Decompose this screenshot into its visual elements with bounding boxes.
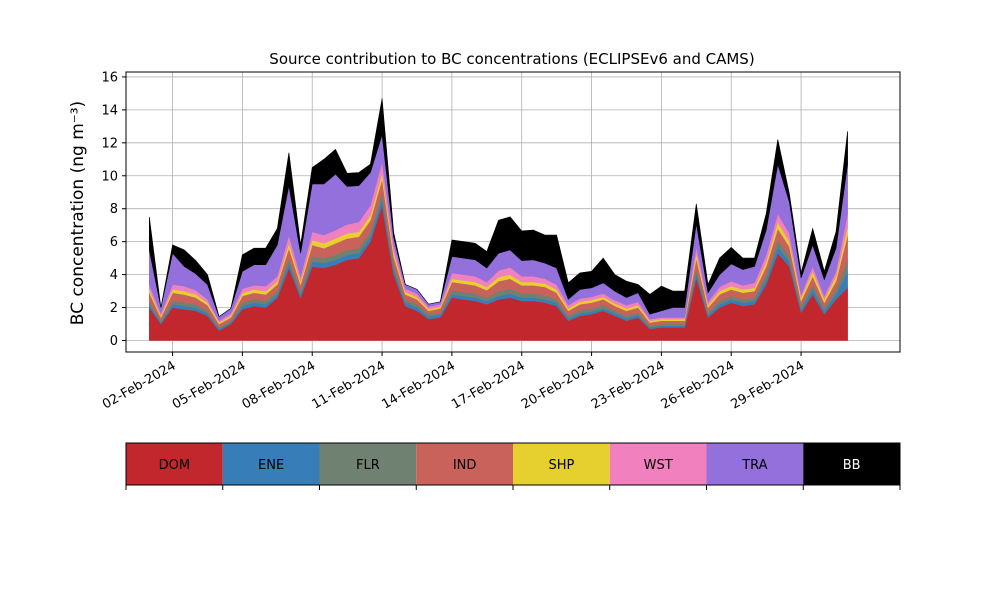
y-tick-label: 6 (110, 235, 118, 250)
y-tick-label: 2 (110, 301, 118, 316)
y-tick-label: 12 (101, 136, 118, 151)
x-tick-label: 05-Feb-2024 (170, 358, 249, 412)
legend-swatch-ind (416, 443, 513, 485)
y-tick-label: 14 (101, 103, 118, 118)
y-tick-label: 4 (110, 268, 118, 283)
x-tick-label: 11-Feb-2024 (310, 358, 389, 412)
y-tick-label: 0 (110, 334, 118, 349)
legend-swatch-wst (609, 443, 707, 485)
y-tick-label: 16 (101, 70, 118, 85)
stacked-areas (149, 98, 848, 341)
legend-label-dom: DOM (159, 458, 190, 473)
legend-swatch-tra (706, 443, 804, 485)
plot-frame (125, 71, 901, 353)
chart-title: Source contribution to BC concentrations… (269, 50, 754, 68)
legend-label-tra: TRA (741, 458, 767, 473)
legend-swatch-flr (319, 443, 417, 485)
legend-swatch-dom (126, 443, 223, 485)
y-tick-label: 10 (101, 169, 118, 184)
y-tick-label: 8 (110, 202, 118, 217)
legend-swatch-shp (513, 443, 610, 485)
legend-label-bb: BB (843, 458, 861, 473)
y-axis-label: BC concentration (ng m⁻³) (68, 101, 88, 325)
x-tick-label: 23-Feb-2024 (589, 358, 668, 412)
x-tick-label: 14-Feb-2024 (379, 358, 458, 412)
legend-label-shp: SHP (548, 458, 574, 473)
x-tick-label: 26-Feb-2024 (659, 358, 738, 412)
x-tick-label: 17-Feb-2024 (449, 358, 528, 412)
legend-label-flr: FLR (356, 458, 380, 473)
x-tick-label: 02-Feb-2024 (100, 358, 179, 412)
x-tick-label: 20-Feb-2024 (519, 358, 598, 412)
x-tick-label: 29-Feb-2024 (729, 358, 808, 412)
legend-swatch-bb (803, 443, 900, 485)
x-tick-label: 08-Feb-2024 (240, 358, 319, 412)
legend-label-ene: ENE (258, 458, 284, 473)
legend-label-ind: IND (453, 458, 477, 473)
x-axis-ticks: 02-Feb-202405-Feb-202408-Feb-202411-Feb-… (100, 352, 807, 412)
legend-swatch-ene (222, 443, 320, 485)
legend-label-wst: WST (644, 458, 673, 473)
y-axis-ticks: 0 2 4 6 8 10 12 14 16 (101, 70, 126, 349)
area-bb (149, 98, 848, 318)
legend-colorbar: DOM ENE FLR IND SHP WST TRA BB (125, 442, 901, 490)
